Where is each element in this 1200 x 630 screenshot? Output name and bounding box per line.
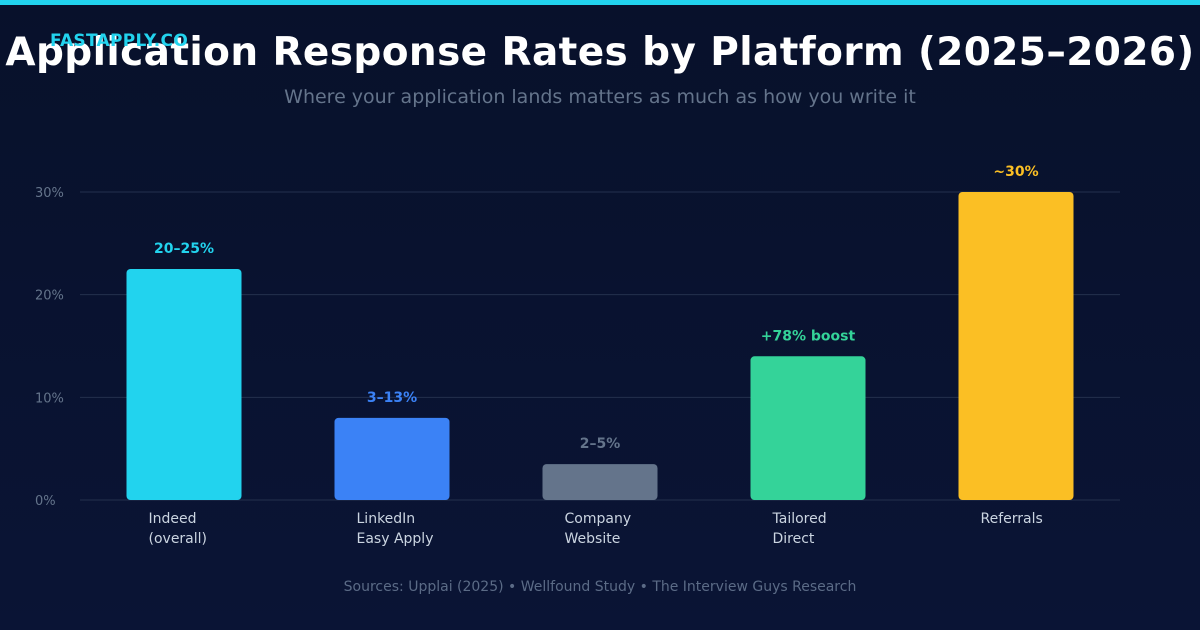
category-label-line: Company — [565, 511, 632, 527]
data-label: 20–25% — [154, 241, 214, 257]
category-label: LinkedIn Easy Apply — [357, 511, 434, 547]
data-label: 2–5% — [580, 436, 621, 452]
bar — [958, 192, 1074, 500]
category-label: Company Website — [565, 511, 632, 547]
category-label: Referrals — [981, 511, 1043, 527]
category-label: Indeed (overall) — [149, 511, 208, 547]
category-label-line: Direct — [773, 531, 815, 547]
category-label-line: LinkedIn — [357, 511, 416, 527]
chart-subtitle: Where your application lands matters as … — [284, 86, 916, 108]
bar — [750, 356, 866, 500]
bar — [126, 269, 242, 500]
y-tick-label: 30% — [35, 186, 64, 201]
sources-footnote: Sources: Upplai (2025) • Wellfound Study… — [343, 579, 857, 595]
category-label-line: Easy Apply — [357, 531, 434, 547]
bar — [542, 464, 658, 500]
chart-title: Application Response Rates by Platform (… — [5, 30, 1195, 75]
brand-logo-text: FASTAPPLY.CO — [50, 31, 189, 51]
category-label-line: Website — [565, 531, 621, 547]
category-label-line: Tailored — [772, 511, 827, 527]
data-label: +78% boost — [761, 328, 856, 344]
data-label: 3–13% — [367, 390, 417, 406]
category-label: Tailored Direct — [772, 511, 827, 547]
data-label: ~30% — [993, 164, 1038, 180]
category-label-line: Indeed — [149, 511, 197, 527]
top-accent-bar — [0, 0, 1200, 5]
category-label-line: Referrals — [981, 511, 1043, 527]
y-tick-label: 20% — [35, 289, 64, 304]
y-tick-label: 0% — [35, 494, 56, 509]
bar — [334, 417, 450, 500]
category-label-line: (overall) — [149, 531, 208, 547]
y-tick-label: 10% — [35, 391, 64, 406]
